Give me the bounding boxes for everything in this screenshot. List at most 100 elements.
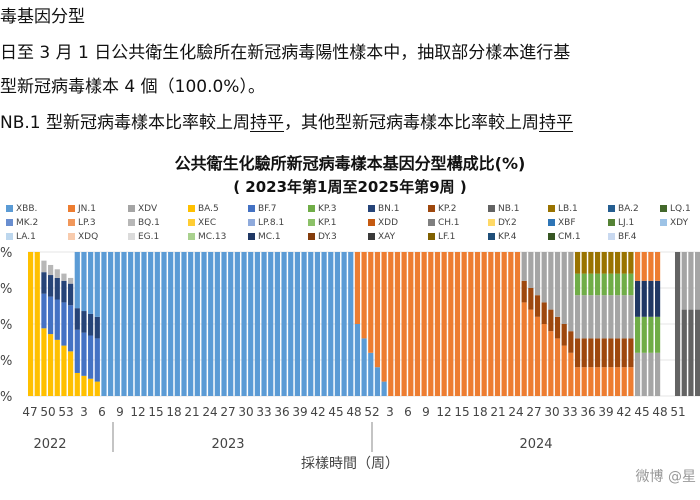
legend-swatch [128,205,135,212]
bar-segment-xbb- [188,252,194,396]
bar-segment-jn-1 [401,252,407,396]
bar-segment-ba-5 [88,378,94,396]
bar-segment-jn-1 [654,252,661,281]
bar-segment-kp-2 [614,338,621,368]
bar-segment-bf-7 [68,305,74,352]
bar-segment-jn-1 [361,252,367,339]
bar-segment-xbb- [161,252,167,396]
x-tick-label: 33 [256,405,271,419]
bar-segment-bn-1 [81,311,87,333]
x-tick-label: 36 [274,405,289,419]
bar-segment-kp-2 [541,302,547,324]
legend-item-nb-1: NB.1 [488,204,520,214]
bar-segment-lb-1 [581,252,587,274]
legend-swatch [6,219,13,226]
x-tick-label: 45 [634,405,649,419]
x-tick-label: 3 [80,405,88,419]
x-tick-label: 39 [292,405,307,419]
bar-segment-kp-2 [548,309,554,332]
bar-segment-jn-1 [574,367,581,396]
chart-title: 公共衛生化驗所新冠病毒樣本基因分型構成比(%) [174,154,526,173]
x-tick-label: 24 [508,405,523,419]
bar-segment-jn-1 [381,252,387,382]
bar-segment-xbb- [241,252,247,396]
paragraph-line-1: 日至 3 月 1 日公共衛生化驗所在新冠病毒陽性樣本中，抽取部分樣本進行基 [0,43,571,63]
legend-swatch [428,205,435,212]
year-label: 2023 [211,437,244,452]
legend-item-xdy: XDY [660,218,688,228]
bar-segment-xbb- [334,252,341,396]
bar-segment-xbb- [168,252,174,396]
bar-segment-jn-1 [528,309,534,396]
bar-segment-bq-1 [61,273,67,281]
bar-segment-xbb- [294,252,300,396]
bar-segment-lb-1 [621,252,627,274]
bar-segment-jn-1 [568,352,574,396]
bar-segment-jn-1 [508,252,514,396]
bar-segment-bf-7 [61,302,67,346]
bar-segment-jn-1 [588,367,594,396]
legend-label: MC.13 [198,232,227,242]
legend-swatch [188,233,195,240]
bar-segment-bn-1 [94,316,100,339]
bar-segment-jn-1 [421,252,427,396]
bar-segment-nb-1 [674,252,681,396]
legend-label: DY.3 [318,232,337,242]
legend-item-bf-4: BF.4 [608,232,637,242]
bar-segment-jn-1 [601,367,607,396]
bar-segment-kp-3 [628,273,634,296]
legend-swatch [660,219,667,226]
y-tick-label: % [0,318,12,333]
legend-swatch [188,219,195,226]
legend-item-bf-7: BF.7 [248,204,277,214]
bar-segment-jn-1 [534,316,541,396]
legend-item-ch-1: CH.1 [428,218,459,228]
bar-segment-lb-1 [594,252,601,274]
bar-segment-xdv [588,295,594,339]
bar-segment-jn-1 [614,367,621,396]
x-tick-label: 51 [670,405,685,419]
chart-legend: XBB. JN.1 XDV BA.5 BF.7 KP.3 BN.1 KP.2 NB.1 LB.1 B… [0,204,700,248]
bar-segment-xbb- [214,252,220,396]
bar-segment-jn-1 [541,324,547,396]
bar-segment-xdv [594,295,601,339]
legend-item-xec: XEC [188,218,216,228]
bar-segment-xbb- [281,252,287,396]
legend-swatch [248,233,255,240]
bar-segment-ba-5 [94,381,100,396]
bar-segment-kp-2 [601,338,607,368]
x-tick-label: 48 [346,405,361,419]
x-tick-label: 30 [238,405,253,419]
bar-segment-lb-1 [628,252,634,274]
bar-segment-kp-2 [594,338,601,368]
legend-item-xay: XAY [368,232,395,242]
bar-segment-jn-1 [514,252,521,396]
bar-segment-kp-2 [521,280,527,303]
bar-segment-nb-1 [681,309,687,396]
year-label: 2022 [33,437,66,452]
bar-segment-xbb- [114,252,120,396]
bar-segment-xbb- [254,252,260,396]
bar-segment-jn-1 [414,252,421,396]
x-tick-label: 27 [220,405,235,419]
legend-swatch [488,233,495,240]
bar-segment-lb-1 [614,252,621,274]
bar-segment-kp-3 [581,273,587,296]
bar-segment-jn-1 [581,367,587,396]
bar-segment-jn-1 [454,252,461,396]
bar-segment-ba-5 [28,252,34,396]
legend-label: NB.1 [498,204,520,214]
bar-segment-mc-1 [654,280,661,317]
legend-item-mc-1: MC.1 [248,232,281,242]
x-tick-label: 45 [328,405,343,419]
legend-swatch [548,205,555,212]
bar-segment-xbb- [94,252,100,317]
line4-underline-2: 持平 [539,113,574,133]
legend-swatch [488,205,495,212]
bar-segment-jn-1 [394,252,401,396]
x-tick-label: 12 [130,405,145,419]
legend-item-dy-2: DY.2 [488,218,517,228]
bar-segment-lb-1 [574,252,581,274]
bar-segment-xdv [541,252,547,303]
bar-segment-xbb- [154,252,160,396]
